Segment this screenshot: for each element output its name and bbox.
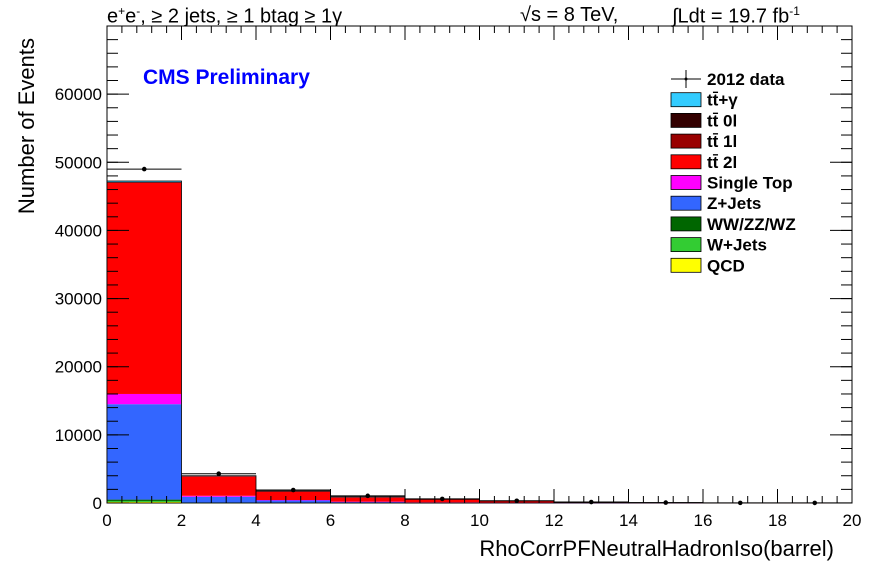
selection-sup2: -	[136, 4, 141, 18]
x-tick-label: 16	[694, 511, 713, 530]
y-axis-title: Number of Events	[14, 38, 39, 214]
legend-swatch	[670, 92, 702, 108]
bar-tt-2l-bin-1	[181, 476, 256, 496]
x-axis-title: RhoCorrPFNeutralHadronIso(barrel)	[479, 536, 834, 561]
stack-outline-bin-0	[106, 180, 182, 504]
bar-tt-2l-bin-0	[107, 182, 182, 394]
x-tick-label: 6	[326, 511, 335, 530]
selection-e2: e	[125, 5, 137, 28]
y-tick-label: 10000	[55, 426, 102, 445]
legend-swatch	[670, 195, 702, 211]
bar-w-jets-bin-0	[107, 500, 182, 502]
legend-label: 2012 data	[707, 70, 785, 89]
x-tick-label: 8	[400, 511, 409, 530]
luminosity-label: ∫Ldt = 19.7 fb-1	[672, 4, 800, 29]
data-point-2	[290, 487, 296, 493]
legend-swatch	[670, 257, 702, 273]
bar-tt-1l-bin-0	[107, 182, 182, 183]
x-tick-label: 12	[545, 511, 564, 530]
x-tick-label: 0	[102, 511, 111, 530]
legend-label: tt̄ 1l	[707, 132, 737, 151]
data-point-1	[216, 471, 222, 476]
bar-z-jets-bin-2	[256, 500, 331, 503]
legend-swatch	[670, 216, 702, 232]
y-tick-label: 20000	[55, 358, 102, 377]
bar-single-top-bin-2	[256, 500, 331, 501]
data-point-4	[439, 496, 445, 502]
legend-swatch	[670, 237, 702, 253]
data-point-6	[588, 499, 594, 505]
legend-label: Single Top	[707, 174, 793, 193]
bar-z-jets-bin-1	[181, 496, 256, 503]
selection-e1: e	[107, 5, 119, 28]
selection-sup1: +	[118, 4, 126, 18]
legend-swatch	[670, 154, 702, 170]
legend-label: W+Jets	[707, 236, 767, 255]
bar-single-top-bin-1	[181, 495, 256, 497]
legend-label: tt̄ 0l	[707, 111, 737, 130]
y-tick-label: 0	[93, 494, 102, 513]
y-tick-label: 60000	[55, 85, 102, 104]
data-point-8	[737, 500, 743, 506]
lumi-sup: -1	[789, 4, 800, 18]
y-tick-label: 40000	[55, 221, 102, 240]
energy-text: √s = 8 TeV,	[520, 4, 619, 26]
x-tick-label: 14	[619, 511, 638, 530]
selection-rest: , ≥ 2 jets, ≥ 1 btag ≥ 1γ	[140, 5, 343, 28]
data-point-3	[365, 493, 371, 499]
bar-tt-2l-bin-3	[330, 496, 405, 502]
bar-single-top-bin-3	[330, 501, 405, 503]
lumi-text: ∫Ldt = 19.7 fb	[672, 5, 790, 28]
bar-single-top-bin-0	[107, 393, 182, 405]
legend-data-marker-dot	[684, 77, 688, 81]
bar-tt-0l-bin-0	[107, 182, 182, 183]
data-point-7	[663, 500, 669, 505]
data-point-0	[141, 166, 147, 172]
legend-swatch	[670, 113, 702, 128]
y-tick-label: 50000	[55, 153, 102, 172]
legend-label: QCD	[707, 256, 745, 275]
data-point-9	[812, 500, 818, 506]
legend-label: WW/ZZ/WZ	[707, 215, 796, 234]
legend-label: Z+Jets	[707, 194, 761, 213]
bar-tt--bin-0	[107, 181, 182, 183]
bar-tt-2l-bin-2	[256, 491, 331, 501]
x-tick-label: 18	[768, 511, 787, 530]
bar-qcd-bin-0	[107, 501, 182, 503]
x-tick-label: 20	[843, 511, 862, 530]
cms-preliminary-title: CMS Preliminary	[143, 66, 310, 89]
legend-swatch	[670, 133, 702, 149]
legend-label: tt̄+γ	[707, 91, 738, 110]
x-tick-label: 2	[177, 511, 186, 530]
x-tick-label: 4	[251, 511, 260, 530]
bar-z-jets-bin-0	[107, 404, 182, 500]
energy-label: √s = 8 TeV,	[520, 4, 618, 27]
legend-swatch	[670, 175, 702, 190]
selection-label: e+e-, ≥ 2 jets, ≥ 1 btag ≥ 1γ	[107, 4, 342, 29]
data-point-5	[514, 498, 520, 504]
bar-ww-zz-wz-bin-0	[107, 499, 182, 501]
legend-label: tt̄ 2l	[707, 153, 737, 172]
bar-z-jets-bin-3	[330, 501, 405, 503]
y-tick-label: 30000	[55, 290, 102, 309]
x-tick-label: 10	[470, 511, 489, 530]
